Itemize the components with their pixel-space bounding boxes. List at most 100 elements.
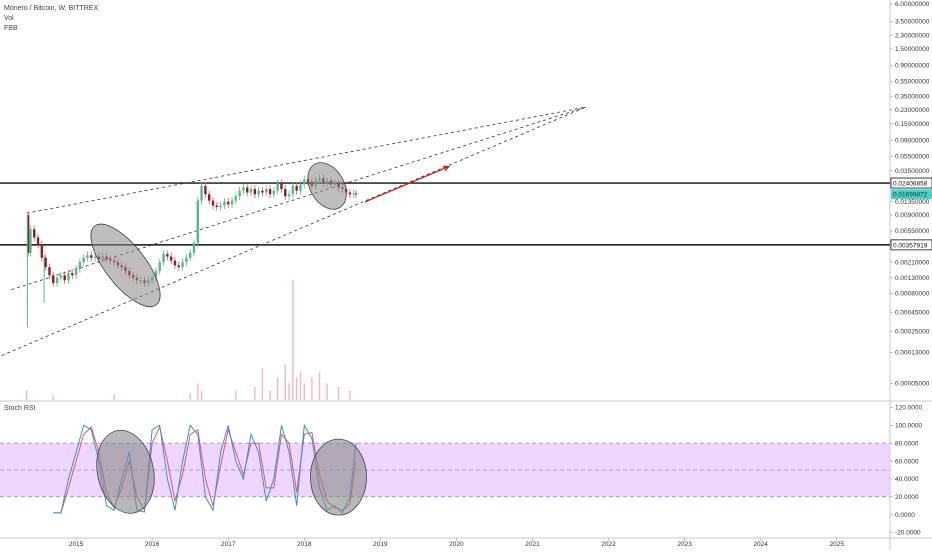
candle-body xyxy=(295,185,298,191)
price-axis-label: 0.05500000 xyxy=(895,153,930,160)
rsi-axis-label: 80.0000 xyxy=(895,440,919,447)
candle-body xyxy=(238,190,241,197)
candle-body xyxy=(177,265,180,268)
rsi-highlight-ellipse[interactable] xyxy=(89,425,161,519)
time-axis-label: 2024 xyxy=(753,541,768,548)
horizontal-level-badge xyxy=(890,177,932,189)
candle-body xyxy=(223,201,226,206)
candle-body xyxy=(173,260,177,266)
time-axis-label: 2016 xyxy=(145,541,160,548)
trend-line[interactable] xyxy=(11,106,586,291)
candle-body xyxy=(59,275,63,278)
candle-body xyxy=(249,189,253,193)
price-axis-label: 0.00550000 xyxy=(895,228,930,235)
rsi-axis-label: 100.0000 xyxy=(895,423,922,430)
candle-body xyxy=(261,190,264,193)
candle-body xyxy=(348,192,352,195)
candle-body xyxy=(181,262,184,268)
candle-body xyxy=(284,189,287,197)
candle-body xyxy=(169,256,173,261)
price-axis-label: 2.30000000 xyxy=(895,32,930,39)
stoch-rsi-title[interactable]: Stoch RSI xyxy=(4,405,36,412)
candle-body xyxy=(63,275,66,281)
candle-body xyxy=(200,185,203,201)
candle-body xyxy=(86,255,89,258)
price-axis-label: 0.55000000 xyxy=(895,79,930,86)
candle-body xyxy=(287,194,291,197)
price-axis-label: 0.09000000 xyxy=(895,137,930,144)
candle-body xyxy=(82,257,85,263)
price-axis-label: 0.15000000 xyxy=(895,121,930,128)
candle-body xyxy=(154,270,158,278)
candle-body xyxy=(196,200,199,243)
candle-body xyxy=(71,273,74,276)
candle-body xyxy=(242,187,245,191)
candle-body xyxy=(162,254,165,263)
time-axis-label: 2019 xyxy=(373,541,388,548)
projection-arrow-head xyxy=(442,165,451,172)
candle-body xyxy=(192,242,196,253)
price-axis-label: 0.00900000 xyxy=(895,212,930,219)
fbb-indicator-label[interactable]: FBB xyxy=(4,25,18,32)
price-axis-label: 0.00080000 xyxy=(895,291,930,298)
rsi-axis-label: 0.0000 xyxy=(895,512,915,519)
candle-body xyxy=(67,273,70,281)
time-axis-label: 2021 xyxy=(525,541,540,548)
candle-body xyxy=(158,262,161,271)
symbol-title[interactable]: Monero / Bitcoin, W, BITTREX xyxy=(4,5,99,12)
candle-body xyxy=(33,229,36,238)
rsi-highlight-ellipse[interactable] xyxy=(310,438,367,516)
candle-body xyxy=(280,183,283,190)
highlight-ellipse[interactable] xyxy=(300,156,354,216)
price-axis-label: 0.00025000 xyxy=(895,328,930,335)
rsi-axis-label: 120.0000 xyxy=(895,405,922,412)
horizontal-level-label: 0.02406858 xyxy=(893,180,928,187)
highlight-ellipse[interactable] xyxy=(79,214,172,317)
candle-body xyxy=(78,262,82,270)
candle-body xyxy=(40,244,44,258)
price-axis-label: 6.00000000 xyxy=(895,1,930,8)
price-axis-label: 3.50000000 xyxy=(895,19,930,26)
time-axis-label: 2018 xyxy=(297,541,312,548)
time-axis-label: 2017 xyxy=(221,541,236,548)
current-price-badge xyxy=(891,189,932,200)
candle-body xyxy=(55,277,59,284)
price-axis-label: 0.23000000 xyxy=(895,107,930,114)
candle-body xyxy=(207,194,211,201)
candle-body xyxy=(93,256,97,258)
candle-body xyxy=(74,269,78,276)
current-price-label: 0.01699872 xyxy=(893,192,928,199)
candle-body xyxy=(90,255,93,258)
candle-body xyxy=(234,196,238,201)
candle-body xyxy=(185,257,188,263)
candle-body xyxy=(227,201,230,205)
rsi-axis-label: -20.0000 xyxy=(895,530,921,537)
price-axis-label: 1.50000000 xyxy=(895,46,930,53)
rsi-axis-label: 20.0000 xyxy=(895,494,919,501)
candle-body xyxy=(204,185,207,195)
trend-line[interactable] xyxy=(0,106,586,358)
price-axis-label: 0.00130000 xyxy=(895,275,930,282)
price-axis-label: 0.00005000 xyxy=(895,381,930,388)
projection-arrow[interactable] xyxy=(364,166,450,203)
trend-line[interactable] xyxy=(26,106,586,214)
time-axis-label: 2020 xyxy=(449,541,464,548)
rsi-axis-label: 40.0000 xyxy=(895,476,919,483)
horizontal-level-label: 0.00357919 xyxy=(893,242,928,249)
candle-body xyxy=(272,190,276,195)
candle-body xyxy=(166,254,169,257)
candle-body xyxy=(257,190,260,195)
candle-body xyxy=(253,189,257,195)
candle-body xyxy=(52,275,55,284)
candle-body xyxy=(188,252,192,258)
price-axis-label: 0.01350000 xyxy=(895,199,930,206)
candle-body xyxy=(352,193,355,195)
price-axis-label: 0.03500000 xyxy=(895,168,930,175)
candle-body xyxy=(265,189,268,193)
candle-body xyxy=(299,184,302,191)
price-axis-label: 0.35000000 xyxy=(895,93,930,100)
price-axis-label: 0.00013000 xyxy=(895,350,930,357)
vol-indicator-label[interactable]: Vol xyxy=(4,15,14,22)
candle-body xyxy=(211,200,215,206)
